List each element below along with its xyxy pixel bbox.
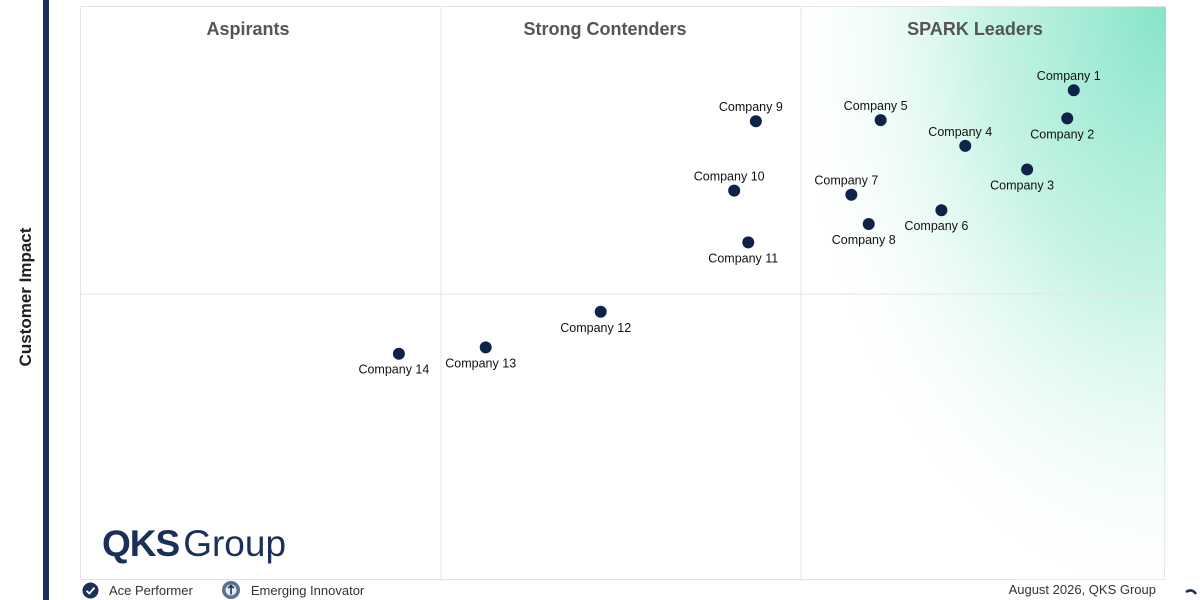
quadrant-title-spark-leaders: SPARK Leaders	[907, 19, 1043, 39]
footer-date-note: August 2026, QKS Group	[1008, 582, 1156, 597]
point-label-company-4: Company 4	[928, 125, 992, 139]
point-label-company-13: Company 13	[445, 356, 516, 370]
point-label-company-10: Company 10	[694, 170, 765, 184]
emerging-innovator-icon	[221, 580, 241, 600]
corner-arrow-icon	[1185, 589, 1198, 595]
point-company-2	[1061, 112, 1074, 125]
point-company-11	[742, 236, 755, 249]
point-label-company-7: Company 7	[814, 174, 878, 188]
scatter-chart: Company 1 Company 2 Company 3 Company 4 Comp…	[81, 7, 1166, 581]
point-label-company-1: Company 1	[1037, 69, 1101, 83]
point-label-company-12: Company 12	[560, 321, 631, 335]
qks-group-logo: QKS Group	[102, 522, 286, 566]
point-company-12	[594, 305, 607, 318]
point-label-company-9: Company 9	[719, 100, 783, 114]
point-company-14	[392, 347, 405, 360]
ace-performer-icon	[82, 582, 99, 599]
point-company-5	[874, 114, 887, 127]
legend-label-ace-performer: Ace Performer	[109, 582, 193, 598]
point-company-3	[1021, 163, 1034, 176]
point-company-8	[862, 217, 875, 230]
point-company-10	[728, 184, 741, 197]
points-layer: Company 1 Company 2 Company 3 Company 4 Comp…	[358, 69, 1100, 376]
y-axis-label: Customer Impact	[16, 227, 35, 367]
legend-label-emerging-innovator: Emerging Innovator	[250, 582, 365, 598]
logo-strong-text: QKS	[102, 523, 180, 564]
point-label-company-6: Company 6	[904, 219, 968, 233]
point-label-company-11: Company 11	[708, 251, 778, 265]
legend-item-emerging-innovator: Emerging Innovator	[221, 580, 364, 600]
point-label-company-2: Company 2	[1030, 127, 1094, 141]
plot-area: Company 1 Company 2 Company 3 Company 4 Comp…	[80, 6, 1166, 581]
point-company-1	[1067, 84, 1080, 97]
point-label-company-3: Company 3	[990, 178, 1054, 192]
quadrant-title-strong-contenders: Strong Contenders	[523, 19, 687, 39]
quadrant-title-aspirants: Aspirants	[206, 19, 290, 39]
point-company-4	[959, 139, 972, 152]
point-company-9	[749, 115, 762, 128]
point-label-company-8: Company 8	[832, 233, 896, 247]
left-accent-bar	[43, 0, 49, 600]
legend: Ace Performer Emerging Innovator	[82, 580, 392, 600]
legend-item-ace-performer: Ace Performer	[82, 582, 193, 599]
point-company-13	[479, 341, 492, 354]
point-company-6	[935, 204, 948, 217]
point-label-company-14: Company 14	[358, 363, 429, 377]
point-company-7	[845, 188, 858, 201]
point-label-company-5: Company 5	[844, 99, 908, 113]
logo-light-text: Group	[183, 523, 287, 564]
